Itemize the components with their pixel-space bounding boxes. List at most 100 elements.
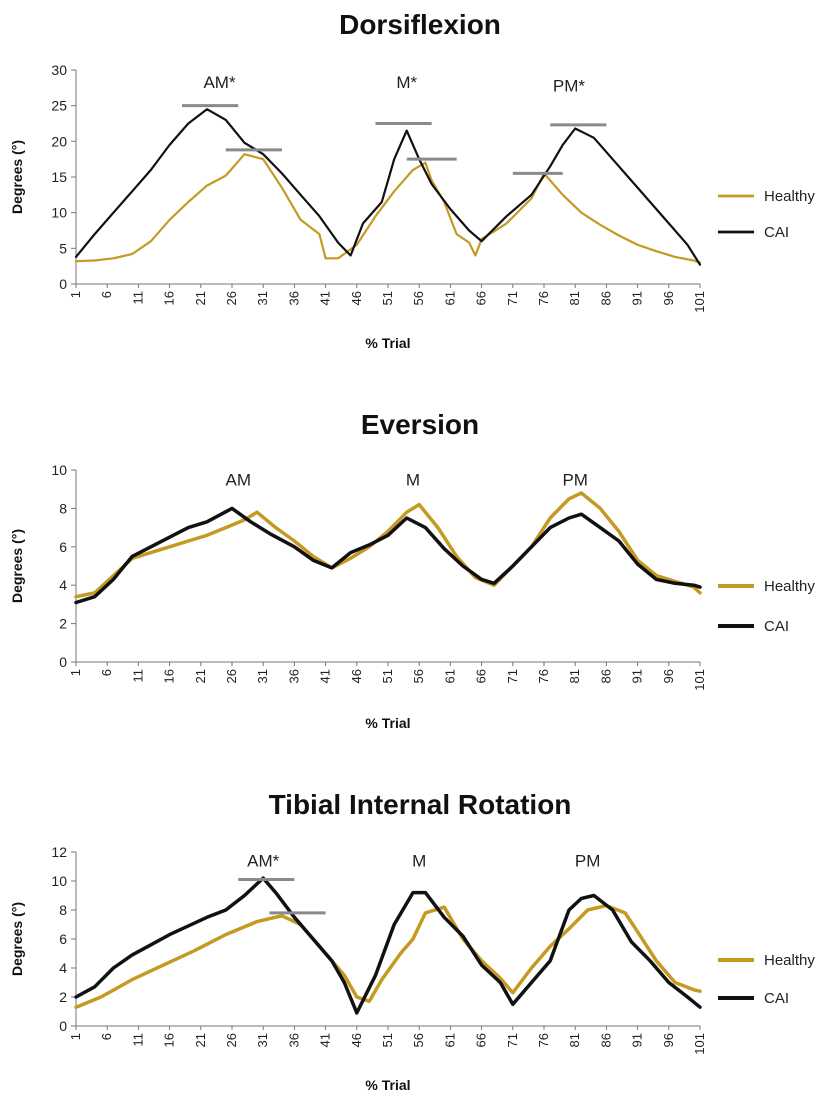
series-line-cai (74, 108, 702, 266)
y-tick-label: 6 (59, 931, 67, 947)
phase-label-m-sig: M* (396, 73, 417, 92)
series-line-healthy (74, 903, 702, 1009)
phase-label-m: M (406, 470, 420, 489)
y-tick-label: 0 (59, 654, 67, 670)
series-line-healthy (74, 153, 702, 264)
x-tick-label: 76 (536, 1033, 551, 1047)
x-tick-label: 26 (224, 291, 239, 305)
x-axis-label: % Trial (365, 1077, 410, 1093)
x-tick-label: 11 (130, 291, 145, 305)
x-tick-label: 86 (598, 669, 613, 683)
x-tick-label: 51 (380, 1033, 395, 1047)
x-axis-label: % Trial (365, 715, 410, 731)
y-tick-label: 10 (51, 873, 67, 889)
x-tick-label: 21 (193, 669, 208, 683)
y-tick-label: 0 (59, 1018, 67, 1034)
x-tick-label: 16 (162, 291, 177, 305)
x-tick-label: 101 (692, 291, 707, 313)
y-tick-label: 12 (51, 844, 67, 860)
y-tick-label: 25 (51, 98, 67, 114)
x-tick-label: 6 (99, 1033, 114, 1040)
x-tick-label: 61 (442, 1033, 457, 1047)
x-tick-label: 16 (162, 1033, 177, 1047)
y-tick-label: 30 (51, 62, 67, 78)
y-tick-label: 6 (59, 539, 67, 555)
x-tick-label: 51 (380, 669, 395, 683)
x-tick-label: 96 (661, 669, 676, 683)
phase-label-pm-sig: PM* (553, 76, 586, 95)
x-tick-label: 61 (442, 669, 457, 683)
x-tick-label: 51 (380, 291, 395, 305)
x-tick-label: 31 (255, 1033, 270, 1047)
x-tick-label: 16 (162, 669, 177, 683)
x-tick-label: 36 (286, 1033, 301, 1047)
x-tick-label: 91 (630, 1033, 645, 1047)
x-tick-label: 46 (349, 669, 364, 683)
x-tick-label: 71 (505, 669, 520, 683)
x-tick-label: 6 (99, 669, 114, 676)
legend-label: Healthy (764, 188, 815, 205)
x-tick-label: 96 (661, 1033, 676, 1047)
x-tick-label: 46 (349, 291, 364, 305)
eversion-panel: Eversion 0 2 4 6 8 10 1 6 11 16 21 26 31 36 41 46 51 56 61 6… (0, 400, 840, 740)
y-tick-label: 4 (59, 577, 67, 593)
x-tick-label: 96 (661, 291, 676, 305)
x-tick-label: 66 (474, 1033, 489, 1047)
tibial-internal-rotation-panel: Tibial Internal Rotation 0 2 4 6 8 10 12 1 6 11 16 2… (0, 780, 840, 1102)
x-tick-label: 21 (193, 291, 208, 305)
x-tick-label: 21 (193, 1033, 208, 1047)
legend-label: CAI (764, 224, 789, 241)
x-tick-label: 81 (567, 669, 582, 683)
series-line-cai (74, 506, 702, 605)
phase-label-am: AM (225, 470, 251, 489)
y-tick-label: 20 (51, 133, 67, 149)
x-tick-label: 101 (692, 669, 707, 691)
x-axis-label: % Trial (365, 335, 410, 351)
x-tick-label: 36 (286, 291, 301, 305)
chart-title: Tibial Internal Rotation (269, 789, 572, 820)
x-tick-label: 11 (130, 669, 145, 683)
x-tick-label: 91 (630, 291, 645, 305)
x-tick-label: 1 (68, 669, 83, 676)
x-tick-label: 66 (474, 291, 489, 305)
x-tick-label: 76 (536, 291, 551, 305)
y-tick-label: 4 (59, 960, 67, 976)
y-axis-label: Degrees (°) (9, 140, 25, 214)
x-tick-label: 71 (505, 1033, 520, 1047)
x-tick-label: 71 (505, 291, 520, 305)
y-axis-label: Degrees (°) (9, 902, 25, 976)
x-tick-label: 46 (349, 1033, 364, 1047)
x-tick-label: 81 (567, 1033, 582, 1047)
x-tick-label: 56 (411, 1033, 426, 1047)
y-tick-label: 8 (59, 902, 67, 918)
y-tick-label: 10 (51, 205, 67, 221)
y-tick-label: 0 (59, 276, 67, 292)
legend-label: Healthy (764, 952, 815, 969)
x-tick-label: 31 (255, 291, 270, 305)
x-tick-label: 61 (442, 291, 457, 305)
legend-label: CAI (764, 990, 789, 1007)
x-tick-label: 36 (286, 669, 301, 683)
x-tick-label: 66 (474, 669, 489, 683)
x-tick-label: 91 (630, 669, 645, 683)
x-tick-label: 41 (318, 669, 333, 683)
x-tick-label: 31 (255, 669, 270, 683)
x-tick-label: 41 (318, 291, 333, 305)
x-tick-label: 11 (130, 1033, 145, 1047)
y-axis-label: Degrees (°) (9, 529, 25, 603)
x-tick-label: 1 (68, 1033, 83, 1040)
phase-label-am-sig: AM* (247, 852, 280, 871)
series-line-cai (74, 876, 702, 1015)
x-tick-label: 26 (224, 1033, 239, 1047)
series-line-healthy (74, 491, 702, 599)
chart-title: Eversion (361, 409, 479, 440)
legend-label: CAI (764, 618, 789, 635)
x-tick-label: 86 (598, 1033, 613, 1047)
dorsiflexion-panel: Dorsiflexion 0 5 10 15 20 25 30 1 6 11 16 21 26 31 36 41… (0, 0, 840, 360)
x-tick-label: 56 (411, 669, 426, 683)
y-tick-label: 5 (59, 240, 67, 256)
chart-title: Dorsiflexion (339, 9, 501, 40)
